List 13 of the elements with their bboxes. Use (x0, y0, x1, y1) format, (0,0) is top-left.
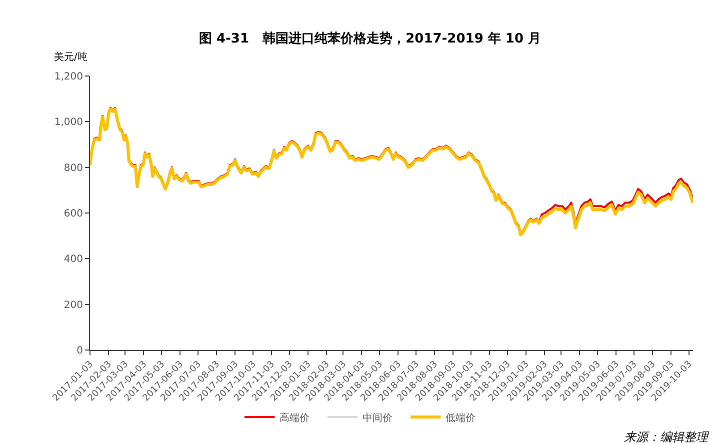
y-tick-label: 600 (64, 208, 83, 220)
y-tick-label: 200 (64, 300, 83, 311)
legend-label: 中间价 (362, 412, 392, 424)
y-axis-title: 美元/吨 (54, 51, 88, 63)
source-note: 来源：编辑整理 (624, 430, 710, 444)
y-tick-label: 0 (76, 346, 83, 356)
y-tick-label: 1,200 (54, 72, 83, 82)
chart-title: 图 4-31 韩国进口纯苯价格走势，2017-2019 年 10 月 (198, 30, 542, 47)
y-tick-label: 400 (64, 254, 83, 266)
legend-label: 低端价 (446, 412, 476, 424)
legend-label: 高端价 (280, 412, 310, 424)
y-tick-label: 800 (64, 162, 83, 174)
y-tick-label: 1,000 (54, 117, 83, 128)
